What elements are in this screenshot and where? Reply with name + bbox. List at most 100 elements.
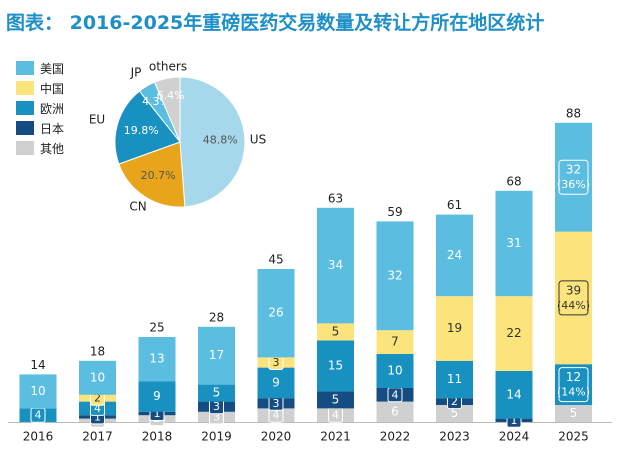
data-label: 26 xyxy=(268,306,283,320)
data-label: 32 xyxy=(566,163,581,177)
x-tick-label: 2021 xyxy=(320,430,351,444)
pie-slice xyxy=(179,76,246,208)
data-label: 17 xyxy=(209,348,224,362)
legend-label-cn: 中国 xyxy=(40,81,65,96)
data-label: 4 xyxy=(35,409,42,422)
bar-segment xyxy=(79,360,116,395)
bar-segment xyxy=(495,296,533,371)
x-tick-label: 2017 xyxy=(82,430,113,444)
data-label: 5 xyxy=(451,406,459,420)
total-label: 45 xyxy=(268,253,283,267)
x-tick-label: 2018 xyxy=(142,430,173,444)
bar-segment xyxy=(436,214,473,297)
pie-category-label: US xyxy=(250,133,266,147)
legend-item-eu: 欧洲 xyxy=(16,98,64,118)
data-label: 5 xyxy=(332,392,340,406)
total-label: 88 xyxy=(566,106,581,120)
bar-segment xyxy=(555,231,592,365)
legend-swatch-cn xyxy=(16,81,34,95)
legend-swatch-jp xyxy=(16,121,34,135)
data-label: 32 xyxy=(387,268,402,282)
pie-percent-label: 6.4% xyxy=(157,89,185,102)
data-label: 5 xyxy=(213,386,221,400)
x-tick-label: 2019 xyxy=(201,430,232,444)
pie-slice xyxy=(153,76,181,143)
chart-title: 图表： 2016-2025年重磅医药交易数量及转让方所在地区统计 xyxy=(6,12,545,34)
x-tick-label: 2025 xyxy=(558,430,589,444)
legend-item-other: 其他 xyxy=(16,138,64,158)
total-label: 18 xyxy=(90,344,105,358)
data-label: 31 xyxy=(506,236,521,250)
x-tick-label: 2023 xyxy=(439,430,470,444)
pie-category-label: EU xyxy=(89,113,105,127)
data-label: 2 xyxy=(451,395,458,408)
data-label-box xyxy=(558,367,589,403)
legend-label-other: 其他 xyxy=(40,141,65,156)
data-label: 2 xyxy=(94,392,101,405)
data-label: 9 xyxy=(153,389,161,403)
bar-segment xyxy=(317,391,354,409)
legend-label-eu: 欧洲 xyxy=(40,101,65,116)
bar-segment xyxy=(317,207,354,324)
data-label: 9 xyxy=(272,375,280,389)
total-label: 63 xyxy=(328,191,343,205)
data-label: 15 xyxy=(328,358,343,372)
bar-segment xyxy=(257,367,295,399)
x-tick-label: 2024 xyxy=(499,430,530,444)
data-label: 24 xyxy=(447,248,462,262)
data-label: 4 xyxy=(94,402,101,415)
bar-segment xyxy=(138,337,176,382)
pie-percent-label: 20.7% xyxy=(141,169,176,182)
data-label: 7 xyxy=(391,335,399,349)
x-tick-label: 2022 xyxy=(380,430,411,444)
data-label-percent: (14%) xyxy=(557,386,590,399)
data-label: 14 xyxy=(506,387,521,401)
x-tick-label: 2016 xyxy=(23,430,54,444)
legend-swatch-eu xyxy=(16,101,34,115)
data-label: 10 xyxy=(30,384,45,398)
total-label: 14 xyxy=(30,358,45,372)
bar-segment xyxy=(555,122,592,232)
data-label: 10 xyxy=(90,370,105,384)
data-label: 5 xyxy=(570,406,578,420)
legend-label-jp: 日本 xyxy=(40,121,65,136)
data-label-percent: (44%) xyxy=(557,299,590,312)
data-label: 10 xyxy=(387,364,402,378)
legend-item-cn: 中国 xyxy=(16,78,64,98)
pie-percent-label: 19.8% xyxy=(124,124,159,137)
pie-category-label: JP xyxy=(130,66,142,80)
legend-item-us: 美国 xyxy=(16,58,64,78)
data-label: 12 xyxy=(566,370,581,384)
total-label: 59 xyxy=(387,205,402,219)
bar-segment xyxy=(19,374,57,409)
data-label: 1 xyxy=(154,407,161,420)
data-label: 19 xyxy=(447,321,462,335)
x-tick-label: 2020 xyxy=(261,430,292,444)
data-label: 3 xyxy=(273,356,280,369)
data-label-box xyxy=(558,159,589,195)
legend-swatch-us xyxy=(16,61,34,75)
data-label-percent: (36%) xyxy=(557,178,590,191)
bar-segment xyxy=(376,221,414,331)
bar-segment xyxy=(317,323,354,341)
data-label: 4 xyxy=(332,409,339,422)
data-label: 4 xyxy=(392,388,399,401)
bar-segment xyxy=(555,364,592,405)
pie-slice xyxy=(114,90,181,165)
data-label: 4 xyxy=(273,409,280,422)
data-label: 1 xyxy=(511,414,518,427)
bar-segment xyxy=(436,360,473,399)
data-label: 3 xyxy=(213,400,220,413)
legend-item-jp: 日本 xyxy=(16,118,64,138)
legend-label-us: 美国 xyxy=(40,61,65,76)
data-label: 11 xyxy=(447,372,462,386)
pie-percent-label: 48.8% xyxy=(203,133,238,146)
bar-segment xyxy=(138,381,176,412)
pie-category-label: CN xyxy=(129,200,146,214)
total-label: 25 xyxy=(149,321,164,335)
bar-segment xyxy=(376,354,414,388)
bar-segment xyxy=(495,371,533,419)
data-label: 22 xyxy=(506,326,521,340)
bar-segment xyxy=(198,384,235,402)
